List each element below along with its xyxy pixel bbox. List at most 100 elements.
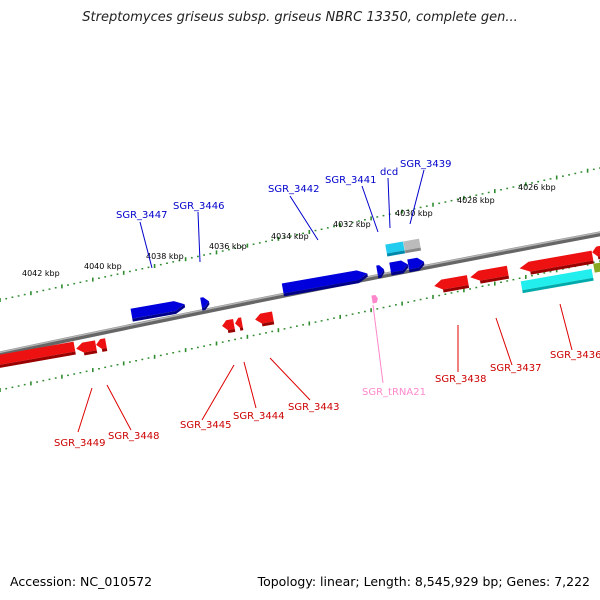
- minor-tick: [265, 240, 267, 243]
- minor-tick: [518, 277, 521, 279]
- minor-tick: [481, 285, 484, 287]
- chromosome-backbone: [0, 231, 600, 357]
- minor-tick: [568, 174, 570, 176]
- minor-tick: [252, 334, 255, 337]
- major-tick: [525, 275, 527, 279]
- minor-tick: [135, 269, 137, 271]
- gene-arrow-sgr-3437[interactable]: [469, 265, 510, 285]
- gene-arrow-sgr-3436[interactable]: [519, 250, 594, 277]
- minor-tick: [475, 286, 478, 289]
- minor-tick: [382, 306, 385, 309]
- minor-tick: [296, 325, 298, 327]
- gene-arrow-dcd[interactable]: [389, 260, 409, 276]
- gene-label[interactable]: SGR_3436: [550, 350, 600, 361]
- minor-tick: [116, 273, 119, 275]
- major-tick: [184, 257, 187, 262]
- gene-arrow-sgr-3445[interactable]: [221, 319, 236, 334]
- minor-tick: [258, 333, 261, 335]
- minor-tick: [172, 352, 175, 354]
- gene-label[interactable]: SGR_3448: [108, 431, 160, 442]
- major-tick: [339, 223, 341, 228]
- minor-tick: [178, 259, 181, 262]
- minor-tick: [326, 318, 329, 321]
- minor-tick: [289, 326, 292, 329]
- gene-label[interactable]: SGR_3445: [180, 420, 232, 431]
- major-tick: [463, 195, 465, 200]
- minor-tick: [228, 340, 230, 342]
- gene-arrow-sgr-3449[interactable]: [0, 341, 76, 370]
- minor-tick: [54, 377, 57, 379]
- minor-tick: [407, 301, 410, 303]
- gene-label[interactable]: SGR_3438: [435, 374, 487, 385]
- minor-tick: [345, 223, 348, 225]
- minor-tick: [469, 195, 471, 198]
- minor-tick: [407, 209, 410, 211]
- minor-tick: [580, 171, 583, 173]
- major-tick: [494, 189, 496, 194]
- kbp-label: 4038 kbp: [146, 252, 184, 261]
- gene-label[interactable]: dcd: [380, 167, 398, 178]
- major-tick: [92, 277, 94, 282]
- minor-tick: [531, 182, 533, 184]
- major-tick: [92, 368, 94, 373]
- gene-arrow-sgr-3446[interactable]: [200, 296, 210, 311]
- gene-label[interactable]: SGR_3446: [173, 201, 225, 212]
- minor-tick: [302, 324, 304, 326]
- minor-tick: [506, 187, 509, 190]
- minor-tick: [79, 372, 82, 374]
- reverse-gene-labels: SGR_3449 SGR_3448 SGR_3445 SGR_3444 SGR_…: [54, 350, 600, 449]
- gene-arrow-sgr-3438[interactable]: [433, 275, 470, 294]
- minor-tick: [537, 180, 539, 183]
- major-tick: [401, 301, 403, 306]
- gene-arrow-sgr-3442[interactable]: [281, 269, 369, 297]
- gene-arrow-sgr-3448b[interactable]: [95, 338, 108, 353]
- major-tick: [586, 168, 589, 173]
- gene-label[interactable]: SGR_3447: [116, 210, 168, 221]
- kbp-label: 4042 kbp: [22, 269, 60, 278]
- accession-text: Accession: NC_010572: [10, 574, 153, 589]
- rna-arrow-sgr-trna21[interactable]: [371, 294, 378, 304]
- minor-tick: [135, 360, 137, 362]
- minor-tick: [147, 266, 150, 269]
- minor-tick: [166, 262, 168, 264]
- minor-tick: [543, 179, 546, 181]
- gene-arrow-sgr-3447[interactable]: [130, 299, 186, 322]
- minor-tick: [562, 268, 564, 270]
- kbp-label: 4040 kbp: [84, 262, 122, 271]
- gene-label[interactable]: SGR_3444: [233, 411, 285, 422]
- gene-label[interactable]: SGR_tRNA21: [362, 387, 426, 398]
- gene-label[interactable]: SGR_3443: [288, 402, 340, 413]
- gene-label[interactable]: SGR_3442: [268, 184, 320, 195]
- gene-arrow-sgr-3443[interactable]: [254, 311, 275, 328]
- minor-tick: [419, 298, 422, 301]
- minor-tick: [17, 295, 20, 297]
- gene-label[interactable]: SGR_3441: [325, 175, 377, 186]
- minor-tick: [531, 274, 533, 277]
- gene-label[interactable]: SGR_3437: [490, 363, 542, 374]
- major-tick: [153, 354, 156, 359]
- cds-box-cyan-upper: [385, 241, 406, 257]
- minor-tick: [203, 345, 205, 347]
- minor-tick: [11, 386, 14, 389]
- major-tick: [370, 308, 372, 313]
- minor-tick: [481, 193, 484, 195]
- minor-tick: [190, 257, 193, 259]
- minor-tick: [500, 189, 502, 191]
- minor-tick: [469, 288, 471, 290]
- gene-arrow-sgr-3448[interactable]: [75, 340, 98, 356]
- minor-tick: [48, 288, 51, 290]
- gene-arrow-sgr-3441[interactable]: [376, 264, 385, 279]
- minor-tick: [258, 242, 261, 244]
- gene-arrow-sgr-3439[interactable]: [407, 257, 425, 273]
- minor-tick: [265, 332, 267, 334]
- gene-arrow-sgr-3444[interactable]: [234, 317, 244, 331]
- minor-tick: [345, 314, 348, 317]
- gene-arrow-edge[interactable]: [591, 244, 600, 261]
- gene-label[interactable]: SGR_3449: [54, 438, 106, 449]
- minor-tick: [166, 353, 168, 355]
- minor-tick: [450, 292, 453, 294]
- gene-label[interactable]: SGR_3439: [400, 159, 452, 170]
- major-tick: [0, 388, 1, 392]
- minor-tick: [500, 281, 502, 283]
